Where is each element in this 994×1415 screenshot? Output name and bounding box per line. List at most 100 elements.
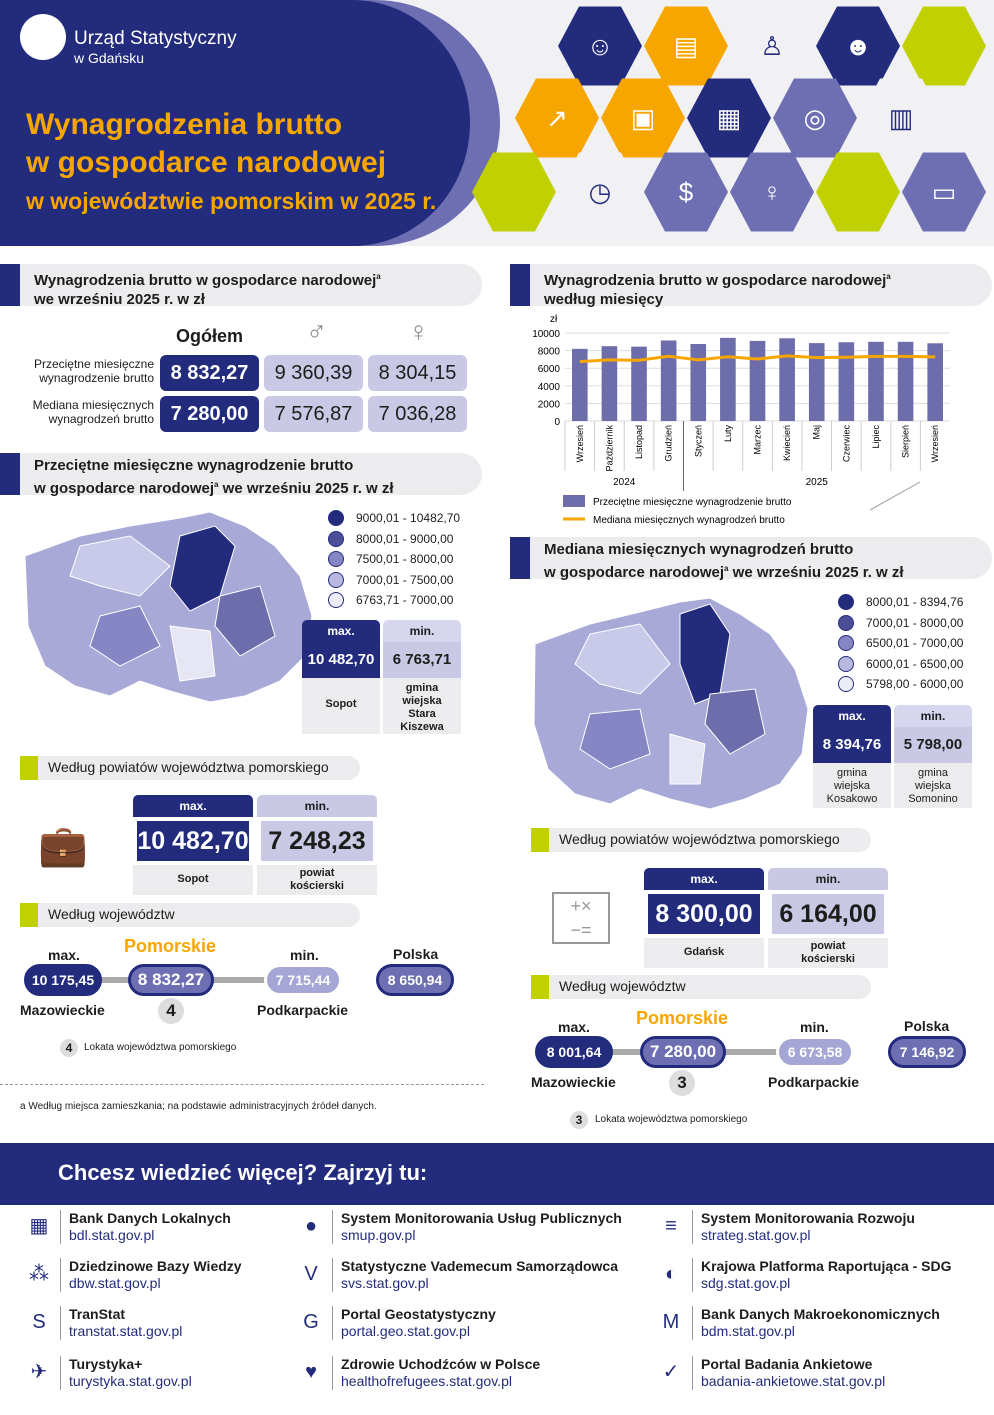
title-line1: Wynagrodzenia brutto: [26, 108, 343, 141]
dots-icon: ⁂: [29, 1263, 49, 1285]
footer-link[interactable]: Zdrowie Uchodźców w Polsce healthofrefuge…: [332, 1356, 540, 1390]
link-url[interactable]: badania-ankietowe.stat.gov.pl: [701, 1373, 886, 1389]
footer-link[interactable]: Krajowa Platforma Raportująca - SDG sdg.s…: [692, 1258, 952, 1292]
row-label: Przeciętne miesięczne wynagrodzenie brut…: [33, 357, 154, 385]
x-tick-label: Wrzesień: [930, 425, 940, 462]
monthly-chart: zł 0 2000 4000 6000 8000 10000 Wrzesień Paździer…: [532, 314, 950, 526]
bar: [720, 337, 736, 421]
link-name: TranStat: [69, 1306, 126, 1322]
v-icon: V: [304, 1263, 318, 1285]
rank-note: Lokata województwa pomorskiego: [595, 1114, 748, 1125]
link-url[interactable]: sdg.stat.gov.pl: [701, 1275, 791, 1291]
map-average: [24, 511, 313, 703]
row-label: Mediana miesięcznych wynagrodzeń brutto: [32, 398, 154, 426]
subsection-header: Według województw: [20, 903, 360, 927]
link-url[interactable]: strateg.stat.gov.pl: [701, 1227, 811, 1243]
min-name: gmina wiejska Stara Kiszewa: [383, 678, 461, 734]
poland-label: Polska: [904, 1018, 950, 1034]
legend-item: 6000,01 - 6500,00: [866, 656, 964, 671]
section-subtitle: w gospodarce narodowej: [34, 480, 215, 497]
pomorskie-pill: 8 832,27: [128, 964, 214, 996]
min-name: powiat kościerski: [768, 938, 888, 968]
link-url[interactable]: healthofrefugees.stat.gov.pl: [341, 1373, 512, 1389]
footer-link[interactable]: System Monitorowania Rozwoju strateg.stat…: [692, 1210, 915, 1244]
subsection-title: Według województw: [48, 906, 175, 922]
link-name: Bank Danych Lokalnych: [69, 1210, 231, 1226]
subsection-header: Według województw: [531, 975, 871, 999]
section-subtitle: według miesięcy: [544, 291, 664, 308]
legend-item: 7000,01 - 8000,00: [866, 615, 964, 630]
footer-title: Chcesz wiedzieć więcej? Zajrzyj tu:: [58, 1160, 428, 1185]
link-url[interactable]: transtat.stat.gov.pl: [69, 1323, 183, 1339]
max-name: Sopot: [302, 678, 380, 734]
min-pill: 6 673,58: [776, 1036, 854, 1068]
legend-label: Mediana miesięcznych wynagrodzeń brutto: [593, 515, 785, 526]
presenter-icon: ♙: [730, 6, 814, 86]
rank-badge: 4: [158, 998, 184, 1024]
plane-icon: ✈: [30, 1361, 48, 1383]
footer-link[interactable]: TranStat transtat.stat.gov.pl: [60, 1306, 182, 1340]
legend-item: 5798,00 - 6000,00: [866, 677, 964, 692]
footer-link[interactable]: Statystyczne Vademecum Samorządowca svs.s…: [332, 1258, 618, 1292]
max-value: 8 300,00: [644, 890, 764, 938]
x-tick-label: Czerwiec: [841, 425, 851, 463]
max-name: Sopot: [133, 865, 253, 895]
map-legend: 8000,01 - 8394,76 7000,01 - 8000,00 6500…: [838, 592, 963, 695]
link-url[interactable]: portal.geo.stat.gov.pl: [341, 1323, 470, 1339]
min-name: Podkarpackie: [257, 1002, 349, 1018]
title-line2: w gospodarce narodowej: [26, 146, 387, 179]
footer-link[interactable]: Dziedzinowe Bazy Wiedzy dbw.stat.gov.pl: [60, 1258, 242, 1292]
section-subtitle: w gospodarce narodowej: [544, 564, 725, 581]
col-total: Ogółem: [176, 326, 244, 346]
powiat-min: min. 7 248,23 powiat kościerski: [257, 795, 377, 895]
max-label: max.: [813, 705, 891, 727]
footer-link[interactable]: Portal Geostatystyczny portal.geo.stat.go…: [332, 1306, 496, 1340]
subsection-header: Według powiatów województwa pomorskiego: [20, 756, 360, 780]
x-tick-label: Sierpień: [901, 425, 911, 458]
subsection-header: Według powiatów województwa pomorskiego: [531, 828, 871, 852]
briefcase-coins-icon: 💼: [38, 824, 88, 868]
footer-link[interactable]: Portal Badania Ankietowe badania-ankietow…: [692, 1356, 885, 1390]
link-url[interactable]: bdl.stat.gov.pl: [69, 1227, 155, 1243]
link-url[interactable]: smup.gov.pl: [341, 1227, 416, 1243]
link-url[interactable]: bdm.stat.gov.pl: [701, 1323, 795, 1339]
bar: [749, 340, 766, 421]
grid-icon: ▦: [29, 1215, 49, 1237]
footer-link[interactable]: Turystyka+ turystyka.stat.gov.pl: [60, 1356, 192, 1390]
link-name: System Monitorowania Rozwoju: [701, 1210, 915, 1226]
avg-female: 8 304,15: [368, 355, 467, 391]
doctor-icon: ☺: [558, 6, 642, 86]
legend-item: 8000,01 - 9000,00: [356, 531, 454, 546]
worker-icon: ☻: [816, 6, 900, 86]
link-url[interactable]: svs.stat.gov.pl: [341, 1275, 429, 1291]
footnote-mark: a: [214, 480, 219, 489]
subsection-title: Według powiatów województwa pomorskiego: [559, 831, 840, 847]
hex-lime: [902, 6, 986, 86]
section-title: Mediana miesięcznych wynagrodzeń brutto: [544, 541, 854, 558]
x-tick-label: Lipiec: [871, 425, 881, 449]
link-name: System Monitorowania Usług Publicznych: [341, 1210, 622, 1226]
x-tick-label: Kwiecień: [782, 425, 792, 461]
y-tick-label: 2000: [538, 399, 561, 410]
pomorskie-label: Pomorskie: [124, 936, 217, 956]
median-female: 7 036,28: [368, 396, 467, 432]
bar: [927, 343, 943, 421]
max-value: 10 482,70: [302, 642, 380, 678]
max-value: 10 482,70: [133, 817, 253, 865]
link-name: Portal Badania Ankietowe: [701, 1356, 873, 1372]
footer-link[interactable]: System Monitorowania Usług Publicznych sm…: [332, 1210, 622, 1244]
legend-label: Przeciętne miesięczne wynagrodzenie brut…: [593, 497, 792, 508]
bar: [838, 342, 855, 421]
link-url[interactable]: turystyka.stat.gov.pl: [69, 1373, 192, 1389]
report-icon: ▤: [644, 6, 728, 86]
max-pill: 8 001,64: [535, 1036, 613, 1068]
footer-link[interactable]: Bank Danych Lokalnych bdl.stat.gov.pl: [60, 1210, 231, 1244]
globe-icon: G: [303, 1311, 319, 1333]
link-name: Krajowa Platforma Raportująca - SDG: [701, 1258, 952, 1274]
link-url[interactable]: dbw.stat.gov.pl: [69, 1275, 161, 1291]
check-icon: ✓: [662, 1361, 680, 1383]
footer-link[interactable]: Bank Danych Makroekonomicznych bdm.stat.g…: [692, 1306, 940, 1340]
gmina-max: max. 8 394,76 gmina wiejska Kosakowo: [813, 705, 891, 808]
legend-item: 9000,01 - 10482,70: [356, 511, 461, 526]
x-tick-label: Luty: [723, 425, 733, 443]
